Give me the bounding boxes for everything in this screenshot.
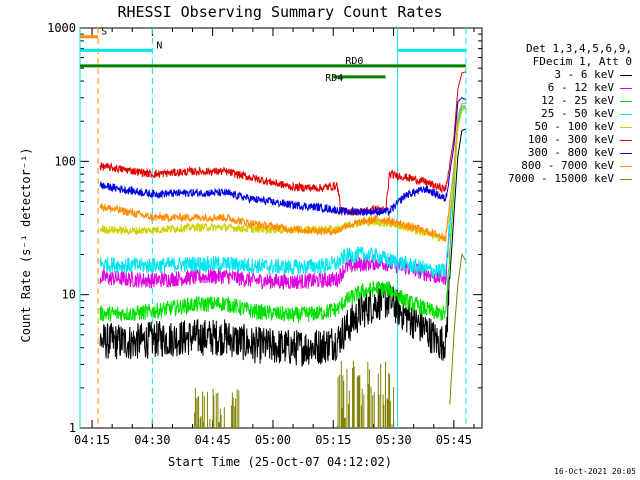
legend-item: 3 - 6 keV bbox=[554, 68, 632, 81]
series-line bbox=[99, 107, 466, 323]
legend-item-label: 300 - 800 keV bbox=[527, 146, 614, 159]
series-line bbox=[99, 97, 466, 218]
legend-item: 12 - 25 keV bbox=[541, 94, 632, 107]
y-axis-label: Count Rate (s⁻¹ detector⁻¹) bbox=[19, 147, 33, 342]
legend-swatch bbox=[620, 100, 632, 102]
legend-item-label: 3 - 6 keV bbox=[554, 68, 614, 81]
annotation-label: RD0 bbox=[345, 56, 363, 67]
y-tick-label: 10 bbox=[62, 288, 76, 302]
x-tick-label: 05:00 bbox=[255, 433, 291, 447]
legend-item-label: 6 - 12 keV bbox=[547, 81, 614, 94]
legend-item: 100 - 300 keV bbox=[528, 133, 632, 146]
annotation-label: RD4 bbox=[325, 73, 343, 84]
legend-header-line: Det 1,3,4,5,6,9, bbox=[526, 42, 632, 55]
legend-item: 6 - 12 keV bbox=[548, 81, 632, 94]
legend-swatch bbox=[620, 126, 632, 128]
y-tick-label: 1 bbox=[69, 421, 76, 435]
series-line bbox=[99, 103, 466, 242]
series-line bbox=[99, 128, 466, 367]
legend-swatch bbox=[620, 87, 632, 89]
legend-item: 7000 - 15000 keV bbox=[508, 172, 632, 185]
legend-swatch bbox=[620, 178, 632, 180]
legend-swatch bbox=[620, 152, 632, 154]
x-tick-label: 05:45 bbox=[436, 433, 472, 447]
annotation-label: S bbox=[101, 27, 107, 38]
legend-item-label: 7000 - 15000 keV bbox=[508, 172, 614, 185]
series-line bbox=[99, 71, 466, 217]
legend-item: 300 - 800 keV bbox=[528, 146, 632, 159]
legend-item-label: 800 - 7000 keV bbox=[521, 159, 614, 172]
legend-item: 800 - 7000 keV bbox=[521, 159, 632, 172]
legend-swatch bbox=[620, 165, 632, 167]
plot-area: 04:15 04:30 04:45 05:00 05:15 05:30 05:45 1 10 10… bbox=[47, 21, 483, 447]
x-tick-label: 04:15 bbox=[74, 433, 110, 447]
y-tick-label: 100 bbox=[54, 154, 76, 168]
legend-item-label: 100 - 300 keV bbox=[527, 133, 614, 146]
legend-item-label: 25 - 50 keV bbox=[541, 107, 614, 120]
legend-item: 50 - 100 keV bbox=[535, 120, 632, 133]
x-tick-label: 04:45 bbox=[195, 433, 231, 447]
legend-item-label: 12 - 25 keV bbox=[541, 94, 614, 107]
legend-swatch bbox=[620, 113, 632, 115]
y-tick-label: 1000 bbox=[47, 21, 76, 35]
x-tick-label: 05:15 bbox=[315, 433, 351, 447]
series-line bbox=[449, 253, 466, 405]
legend-item-label: 50 - 100 keV bbox=[534, 120, 614, 133]
chart-title: RHESSI Observing Summary Count Rates bbox=[117, 3, 442, 21]
annotation-label: N bbox=[156, 40, 162, 51]
legend-swatch bbox=[620, 139, 632, 141]
x-tick-label: 05:30 bbox=[375, 433, 411, 447]
x-tick-label: 04:30 bbox=[134, 433, 170, 447]
legend-item: 25 - 50 keV bbox=[541, 107, 632, 120]
x-axis-label: Start Time (25-Oct-07 04:12:02) bbox=[168, 455, 392, 469]
plot-timestamp: 16-Oct-2021 20:05 bbox=[554, 467, 636, 476]
legend-swatch bbox=[620, 74, 632, 76]
legend-header-line: FDecim 1, Att 0 bbox=[532, 55, 632, 68]
series-line bbox=[99, 105, 466, 279]
